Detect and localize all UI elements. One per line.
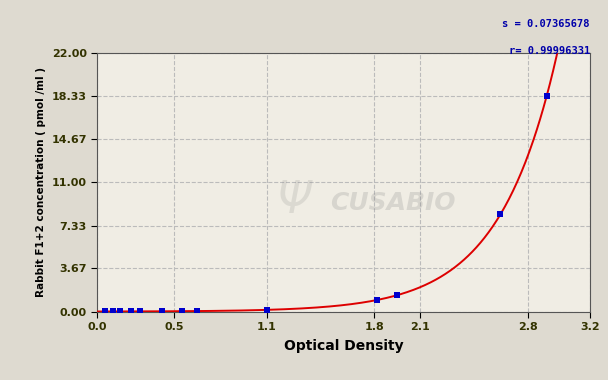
Point	[100, 309, 110, 315]
Point	[542, 93, 551, 99]
Point	[496, 211, 505, 217]
X-axis label: Optical Density: Optical Density	[284, 339, 403, 353]
Point	[157, 308, 167, 314]
Text: Ψ: Ψ	[277, 179, 312, 222]
Point	[373, 297, 382, 303]
Text: CUSABIO: CUSABIO	[330, 191, 455, 215]
Point	[393, 292, 402, 298]
Point	[261, 307, 271, 313]
Point	[177, 308, 187, 314]
Point	[108, 309, 117, 315]
Point	[126, 309, 136, 315]
Point	[136, 308, 145, 314]
Text: r= 0.99996331: r= 0.99996331	[508, 46, 590, 55]
Point	[116, 309, 125, 315]
Point	[193, 308, 202, 314]
Text: s = 0.07365678: s = 0.07365678	[502, 19, 590, 29]
Y-axis label: Rabbit F1+2 concentration ( pmol /ml ): Rabbit F1+2 concentration ( pmol /ml )	[36, 67, 46, 298]
